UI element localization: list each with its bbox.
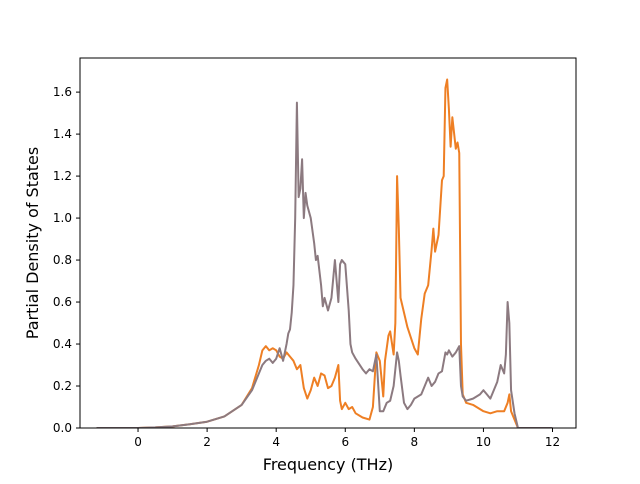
y-tick-label: 0.2 <box>53 379 72 393</box>
axes-layer: 0 2 4 6 8 10 12 0.0 0.2 0.4 0.6 0.8 1.0 1.2 1.4 1.6 <box>53 57 577 449</box>
y-tick-label: 1.6 <box>53 85 72 99</box>
x-tick-label: 0 <box>134 435 142 449</box>
x-tick-label: 2 <box>203 435 211 449</box>
x-tick-label: 10 <box>476 435 491 449</box>
x-axis-title: Frequency (THz) <box>263 455 393 474</box>
y-tick-label: 1.2 <box>53 169 72 183</box>
x-tick-label: 6 <box>341 435 349 449</box>
y-tick-label: 0.4 <box>53 337 72 351</box>
series-layer <box>96 78 553 428</box>
x-tick-label: 4 <box>272 435 280 449</box>
y-axis-title: Partial Density of States <box>23 147 42 339</box>
x-tick-label: 12 <box>545 435 560 449</box>
y-tick-label: 1.4 <box>53 127 72 141</box>
y-tick-label: 0.6 <box>53 295 72 309</box>
x-tick-label: 8 <box>411 435 419 449</box>
y-tick-label: 0.8 <box>53 253 72 267</box>
series-line-2 <box>96 101 553 428</box>
y-tick-label: 0.0 <box>53 421 72 435</box>
plot-frame <box>79 57 577 429</box>
y-tick-label: 1.0 <box>53 211 72 225</box>
